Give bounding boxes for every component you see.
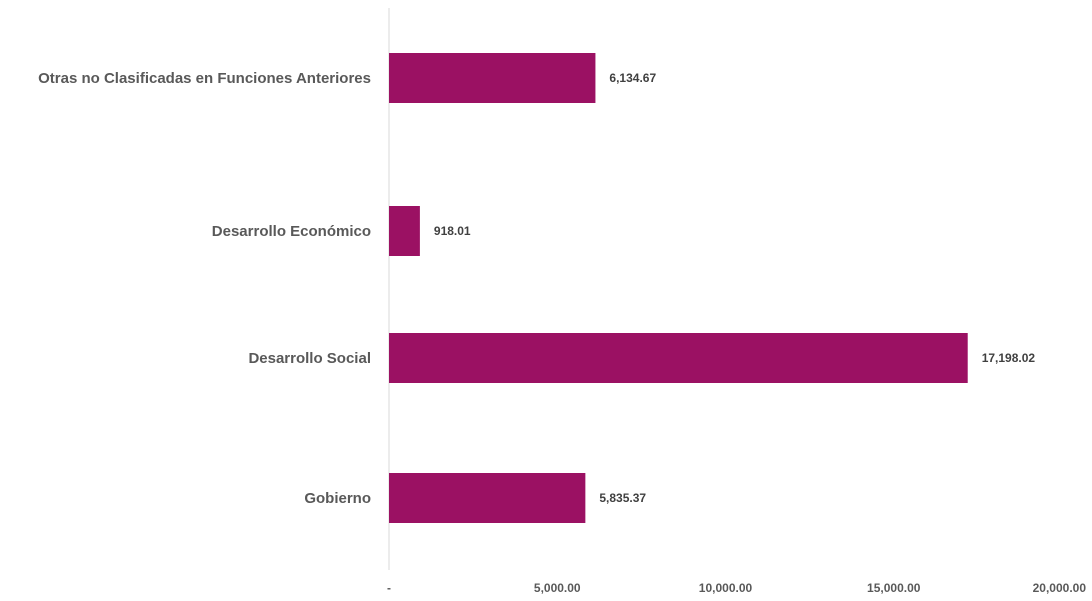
category-label: Gobierno — [304, 490, 371, 507]
x-tick-label: 5,000.00 — [534, 581, 581, 595]
bar — [389, 53, 596, 103]
data-label: 918.01 — [434, 224, 471, 238]
x-tick-label: - — [387, 581, 391, 595]
x-tick-label: 15,000.00 — [867, 581, 921, 595]
x-axis-ticks: - 5,000.00 10,000.00 15,000.00 20,000.00 — [387, 581, 1086, 595]
data-label: 17,198.02 — [982, 351, 1036, 365]
category-label: Desarrollo Económico — [212, 223, 371, 240]
labels-layer: Otras no Clasificadas en Funciones Anter… — [38, 70, 1035, 507]
bar — [389, 333, 968, 383]
bar — [389, 473, 586, 523]
category-label: Desarrollo Social — [248, 350, 371, 367]
data-label: 6,134.67 — [609, 71, 656, 85]
data-label: 5,835.37 — [599, 491, 646, 505]
bars-layer — [389, 53, 968, 523]
bar — [389, 206, 420, 256]
category-label: Otras no Clasificadas en Funciones Anter… — [38, 70, 371, 87]
x-tick-label: 10,000.00 — [699, 581, 753, 595]
x-tick-label: 20,000.00 — [1033, 581, 1087, 595]
